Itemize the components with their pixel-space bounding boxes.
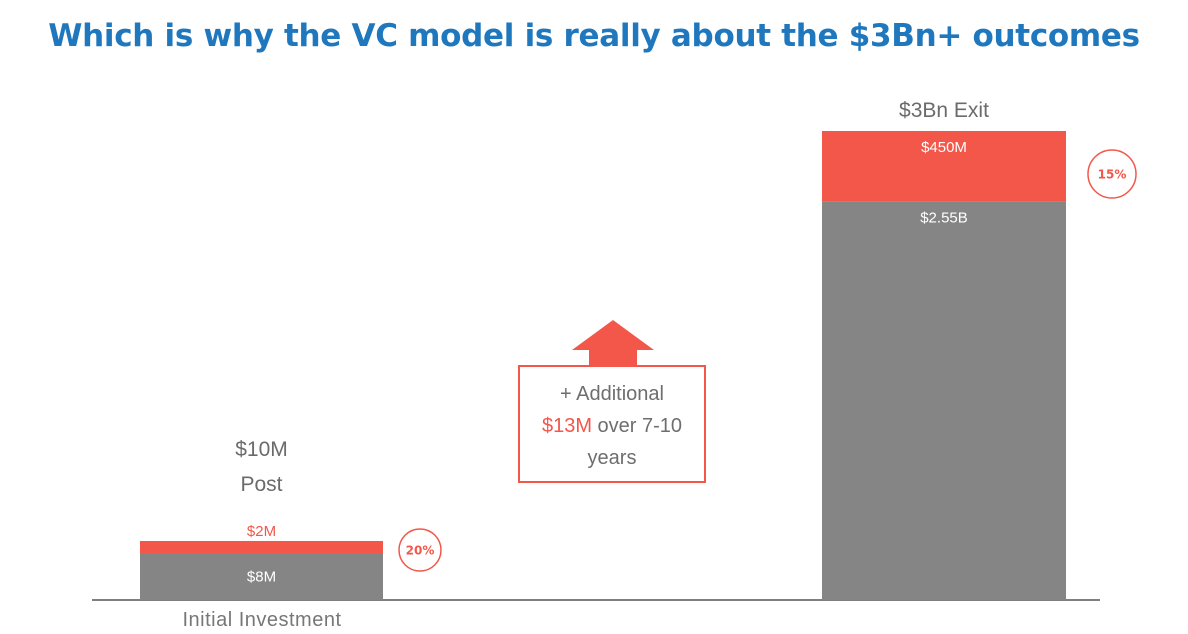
segment-label-2m: $2M — [247, 523, 276, 540]
callout-box — [518, 365, 706, 483]
badge-circle — [398, 528, 442, 572]
callout-line-3: years — [588, 447, 637, 469]
up-arrow-icon — [572, 320, 654, 366]
bar-top-label-post: Post — [240, 473, 282, 496]
callout-timeframe: over 7-10 — [592, 415, 682, 437]
bar-segment-investor-initial — [140, 541, 383, 553]
callout-amount: $13M — [542, 415, 592, 437]
bar-segment-founders-exit — [822, 201, 1066, 600]
bar-segment-founders-initial — [140, 553, 383, 600]
bar-initial-investment: $8M $2M $10M Post — [140, 438, 383, 600]
bar-top-label-post-money: $10M — [235, 438, 288, 461]
ownership-badge-exit: 15% — [1087, 149, 1137, 199]
callout-line-2: $13M over 7-10 — [542, 415, 682, 437]
x-axis-label-initial-investment: Initial Investment — [182, 609, 341, 631]
segment-label-450m: $450M — [921, 139, 967, 156]
bar-exit: $2.55B $450M $3Bn Exit — [822, 99, 1066, 600]
badge-text-15-percent: 15% — [1098, 168, 1127, 182]
ownership-badge-initial: 20% — [398, 528, 442, 572]
segment-label-8m: $8M — [247, 569, 276, 586]
slide-title: Which is why the VC model is really abou… — [48, 18, 1140, 54]
callout-line-1: + Additional — [560, 383, 664, 405]
badge-text-20-percent: 20% — [406, 544, 435, 558]
additional-funding-callout: + Additional $13M over 7-10 years — [518, 365, 706, 483]
segment-label-2-55b: $2.55B — [920, 209, 968, 226]
badge-circle — [1087, 149, 1137, 199]
bar-top-label-3bn-exit: $3Bn Exit — [899, 99, 989, 122]
bar-segment-investor-exit — [822, 131, 1066, 202]
